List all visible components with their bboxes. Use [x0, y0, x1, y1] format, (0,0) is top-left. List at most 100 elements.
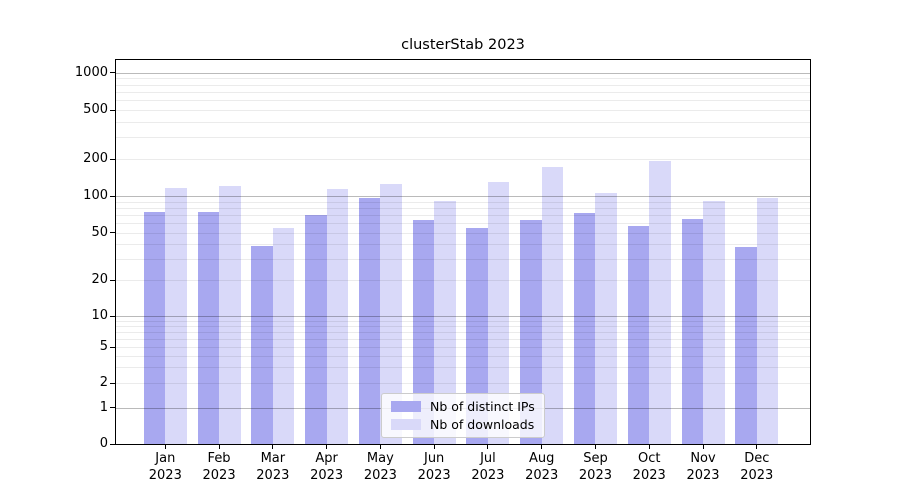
bar-distinct-ips: [197, 211, 220, 444]
gridline-minor: [116, 223, 810, 225]
bar-distinct-ips: [627, 225, 650, 444]
bar-downloads: [756, 197, 779, 444]
bar-downloads: [649, 160, 671, 444]
legend-item: Nb of distinct IPs: [391, 399, 535, 414]
x-tick-label: Jan 2023: [148, 451, 182, 483]
y-tick-mark: [110, 72, 115, 73]
y-tick-label: 200: [83, 151, 108, 166]
chart-title: clusterStab 2023: [401, 37, 525, 53]
x-tick-label: Apr 2023: [310, 451, 344, 483]
bar-downloads: [703, 200, 725, 444]
x-tick-label: Nov 2023: [686, 451, 720, 483]
gridline-major: [116, 196, 810, 197]
x-tick-mark: [594, 445, 596, 449]
y-tick-label: 50: [91, 224, 108, 240]
gridline-minor: [116, 91, 810, 93]
gridline-minor: [116, 244, 810, 246]
gridline-minor: [116, 137, 810, 139]
bar-downloads: [380, 183, 402, 444]
grid-layer: [116, 60, 810, 444]
y-tick-mark: [110, 109, 115, 111]
x-tick-mark: [487, 445, 489, 449]
x-tick-mark: [541, 445, 543, 449]
bar-downloads: [595, 192, 617, 444]
bar-distinct-ips: [681, 218, 703, 444]
y-tick-mark: [110, 279, 115, 281]
gridline-minor: [116, 100, 810, 102]
legend-label-distinct-ips: Nb of distinct IPs: [430, 399, 535, 414]
x-tick-label: Jul 2023: [471, 451, 505, 483]
bar-distinct-ips: [412, 219, 435, 444]
bar-downloads: [219, 185, 241, 444]
x-tick-label: Dec 2023: [740, 451, 774, 483]
y-tick-mark: [110, 382, 115, 384]
bar-distinct-ips: [358, 198, 381, 444]
x-tick-label: Jun 2023: [417, 451, 451, 483]
gridline-minor: [116, 201, 810, 203]
x-tick-mark: [272, 445, 274, 449]
bar-downloads: [487, 181, 510, 444]
x-tick-mark: [648, 445, 650, 449]
gridline-minor: [116, 207, 810, 209]
bar-distinct-ips: [466, 227, 488, 444]
x-tick-mark: [756, 445, 758, 449]
legend-label-downloads: Nb of downloads: [430, 417, 535, 432]
x-tick-label: May 2023: [363, 451, 397, 483]
bar-distinct-ips: [251, 245, 273, 444]
y-tick-label: 2: [99, 375, 108, 390]
bar-distinct-ips: [573, 212, 596, 444]
gridline-minor: [116, 383, 810, 384]
x-tick-label: Oct 2023: [632, 451, 666, 483]
y-tick-label: 0: [99, 436, 108, 451]
x-tick-mark: [326, 445, 328, 449]
gridline-minor: [116, 121, 810, 123]
gridline-minor: [116, 367, 810, 369]
y-tick-label: 100: [83, 188, 108, 203]
gridline-minor: [116, 214, 810, 216]
y-tick-mark: [110, 232, 115, 234]
gridline-minor: [116, 320, 810, 322]
y-tick-label: 20: [91, 272, 108, 287]
gridline-minor: [116, 338, 810, 340]
gridline-minor: [116, 159, 810, 160]
x-tick-mark: [164, 445, 166, 449]
y-tick-mark: [110, 195, 115, 197]
y-tick-label: 5: [99, 339, 108, 354]
bar-downloads: [165, 187, 187, 444]
gridline-minor: [116, 280, 810, 281]
bars-layer: [116, 60, 810, 444]
y-tick-mark: [110, 346, 115, 348]
gridline-major: [116, 316, 810, 317]
legend: Nb of distinct IPs Nb of downloads: [381, 393, 545, 438]
bar-distinct-ips: [735, 246, 757, 444]
y-tick-mark: [110, 158, 115, 160]
x-tick-mark: [433, 445, 435, 449]
bar-downloads: [434, 200, 456, 444]
bar-downloads: [272, 227, 295, 444]
bar-distinct-ips: [305, 214, 327, 444]
gridline-minor: [116, 232, 810, 234]
bar-distinct-ips: [520, 220, 542, 444]
bar-downloads: [326, 189, 349, 444]
plot-area: Nb of distinct IPs Nb of downloads: [115, 59, 811, 445]
legend-item: Nb of downloads: [391, 417, 535, 432]
gridline-minor: [116, 84, 810, 86]
gridline-minor: [116, 110, 810, 111]
gridline-major: [116, 72, 810, 74]
bar-distinct-ips: [143, 211, 166, 444]
y-tick-label: 1: [99, 399, 108, 415]
bar-downloads: [541, 167, 564, 444]
legend-swatch-downloads: [391, 419, 421, 430]
y-tick-mark: [110, 407, 115, 409]
x-tick-label: Mar 2023: [256, 451, 290, 483]
gridline-minor: [116, 78, 810, 80]
y-tick-mark: [110, 443, 115, 445]
x-tick-label: Sep 2023: [578, 451, 612, 483]
x-tick-label: Aug 2023: [525, 451, 559, 483]
y-tick-label: 1000: [74, 64, 108, 80]
x-tick-mark: [379, 445, 381, 449]
x-tick-mark: [702, 445, 704, 449]
gridline-minor: [116, 325, 810, 327]
y-tick-mark: [110, 315, 115, 317]
